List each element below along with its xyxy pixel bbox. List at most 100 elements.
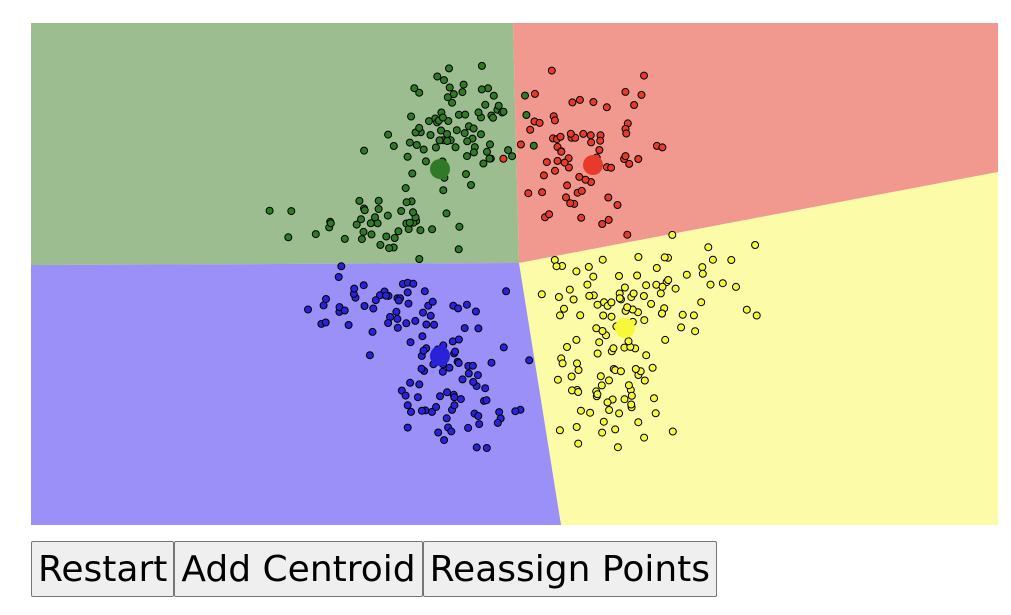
- point: [564, 163, 573, 172]
- point: [474, 108, 483, 117]
- point: [415, 255, 424, 263]
- point: [576, 311, 585, 320]
- point: [477, 85, 486, 94]
- point: [422, 320, 431, 329]
- point: [537, 290, 546, 299]
- point: [511, 407, 520, 416]
- point: [355, 196, 364, 205]
- point: [340, 306, 349, 315]
- point: [604, 215, 613, 224]
- centroid: [430, 159, 450, 179]
- point: [568, 98, 577, 107]
- point: [436, 392, 444, 401]
- point: [360, 146, 369, 155]
- point: [562, 193, 570, 202]
- point: [577, 186, 586, 195]
- point: [485, 154, 494, 163]
- point: [477, 130, 485, 139]
- point: [615, 272, 623, 280]
- point: [565, 285, 574, 294]
- point: [450, 401, 459, 410]
- point: [589, 98, 598, 106]
- point: [385, 244, 394, 253]
- point: [555, 426, 564, 435]
- point: [482, 396, 491, 405]
- point: [554, 293, 563, 301]
- point: [393, 323, 402, 332]
- point: [473, 371, 482, 380]
- add-centroid-button[interactable]: Add Centroid: [174, 541, 423, 597]
- point: [637, 90, 646, 99]
- point: [451, 143, 460, 152]
- point: [409, 279, 418, 288]
- point: [732, 282, 740, 291]
- point: [451, 347, 460, 356]
- point: [642, 351, 651, 360]
- point: [382, 291, 390, 300]
- point: [467, 181, 475, 189]
- button-bar: Restart Add Centroid Reassign Points: [31, 541, 718, 597]
- point: [742, 305, 751, 314]
- point: [545, 210, 554, 219]
- point: [448, 98, 457, 107]
- point: [552, 262, 561, 271]
- point: [647, 299, 656, 308]
- point: [634, 155, 643, 163]
- point: [609, 344, 618, 353]
- point: [369, 304, 378, 313]
- point: [668, 427, 677, 436]
- point: [615, 294, 624, 303]
- point: [489, 91, 498, 100]
- point: [627, 400, 636, 409]
- point: [464, 423, 473, 432]
- point: [403, 152, 412, 161]
- point: [566, 129, 575, 138]
- point: [419, 145, 428, 154]
- point: [577, 213, 586, 222]
- point: [524, 189, 533, 198]
- restart-button[interactable]: Restart: [31, 541, 175, 597]
- point: [390, 234, 399, 242]
- point: [454, 245, 463, 254]
- point: [426, 311, 435, 320]
- point: [384, 130, 393, 139]
- point: [359, 227, 368, 236]
- point: [640, 71, 648, 80]
- point: [586, 408, 595, 417]
- point: [579, 129, 588, 138]
- centroid: [583, 155, 603, 175]
- point: [698, 269, 707, 278]
- point: [393, 314, 402, 323]
- point: [410, 84, 419, 93]
- point: [597, 381, 606, 390]
- point: [287, 207, 296, 216]
- point: [508, 152, 517, 161]
- point: [383, 211, 392, 220]
- point: [589, 272, 598, 281]
- point: [357, 215, 365, 224]
- point: [421, 157, 430, 166]
- point: [529, 141, 538, 150]
- point: [479, 159, 488, 168]
- point: [581, 175, 590, 184]
- point: [384, 319, 393, 327]
- point: [418, 332, 427, 341]
- point: [560, 158, 569, 167]
- point: [621, 87, 630, 96]
- point: [445, 64, 453, 73]
- point: [326, 219, 335, 228]
- point: [502, 287, 511, 296]
- point: [409, 208, 417, 217]
- point: [563, 343, 571, 351]
- reassign-button[interactable]: Reassign Points: [422, 541, 718, 597]
- point: [426, 131, 435, 139]
- point: [595, 338, 604, 347]
- point: [658, 282, 667, 291]
- point: [664, 276, 673, 284]
- point: [408, 169, 417, 178]
- point: [572, 267, 581, 276]
- point: [587, 138, 596, 147]
- point: [474, 412, 483, 420]
- point: [598, 327, 607, 335]
